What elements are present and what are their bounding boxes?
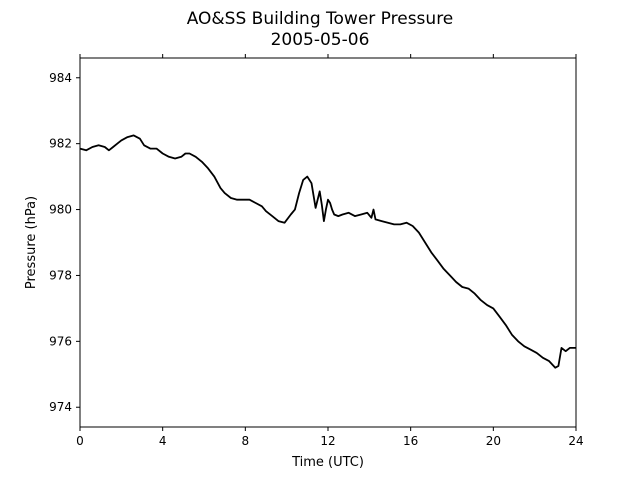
y-tick-label: 984 <box>49 71 72 85</box>
pressure-series-line <box>79 134 576 369</box>
x-axis-label: Time (UTC) <box>291 455 364 470</box>
y-tick-label: 982 <box>49 137 72 151</box>
x-tick-label: 4 <box>159 434 167 448</box>
x-tick-label: 24 <box>568 434 583 448</box>
y-tick-label: 974 <box>49 400 72 414</box>
y-tick-label: 980 <box>49 203 72 217</box>
y-axis-label: Pressure (hPa) <box>24 196 39 289</box>
x-tick-label: 8 <box>242 434 250 448</box>
chart-title: AO&SS Building Tower Pressure <box>187 9 454 29</box>
x-tick-label: 0 <box>76 434 84 448</box>
y-tick-label: 978 <box>49 268 72 282</box>
plot-area-frame <box>79 57 577 428</box>
chart-subtitle: 2005-05-06 <box>271 30 370 50</box>
x-tick-label: 12 <box>320 434 335 448</box>
axis-ticks <box>76 54 577 431</box>
x-tick-labels: 0 4 8 12 16 20 24 <box>76 434 583 448</box>
y-tick-labels: 974 976 978 980 982 984 <box>49 71 72 414</box>
x-tick-label: 16 <box>403 434 418 448</box>
y-tick-label: 976 <box>49 334 72 348</box>
x-tick-label: 20 <box>486 434 501 448</box>
